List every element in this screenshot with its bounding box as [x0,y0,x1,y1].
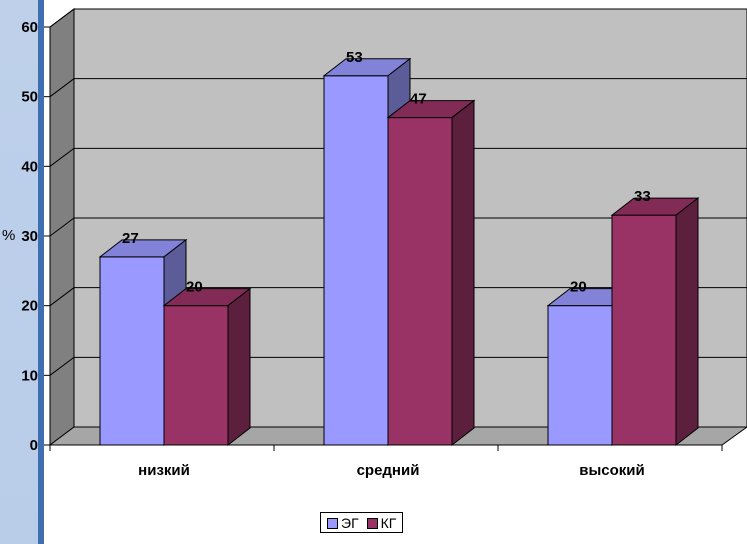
y-tick-label: 30 [21,228,38,245]
y-tick-label: 50 [21,89,38,106]
bar-front [163,305,229,446]
gridline [49,356,747,376]
legend-swatch-series-2 [366,517,378,529]
bar-side [227,287,251,447]
legend-label-series-1: ЭГ [341,515,359,531]
gridline [49,78,747,98]
data-labels: 27 20 53 47 20 33 [122,49,651,296]
data-label: 33 [634,188,651,205]
gridline [49,147,747,167]
legend-label-series-2: КГ [380,515,397,531]
x-tick-label: средний [357,462,420,479]
bar [610,197,700,447]
data-label: 20 [186,279,203,296]
gridlines [49,8,747,376]
data-label: 47 [410,91,427,108]
x-tick-label: низкий [138,462,190,479]
legend-item-series-1: ЭГ [327,515,359,531]
legend-swatch-series-1 [327,517,338,529]
y-tick-label: 20 [21,298,38,315]
bar-front [99,256,165,446]
y-tick-label: 40 [21,158,38,175]
legend-item-series-2: КГ [366,515,397,531]
gridline [49,8,747,28]
y-tick-label: 0 [30,437,38,454]
gridline [49,287,747,307]
data-label: 20 [570,279,587,296]
legend: ЭГ КГ [320,512,404,533]
left-decor-line [38,0,44,544]
bar-side [451,99,475,447]
data-label: 53 [346,49,363,66]
bars [98,57,700,447]
x-tick-label: высокий [579,462,645,479]
gridline [49,217,747,237]
bar-front [611,214,677,446]
y-axis-label: % [2,227,15,244]
bar-front [387,117,453,446]
bar-front [323,75,389,446]
y-axis: 0 10 20 30 40 50 60% [2,19,51,454]
y-tick-label: 10 [21,367,38,384]
y-tick-label: 60 [21,19,38,36]
left-decor-strip [0,0,38,544]
bar-front [547,305,613,446]
x-axis: низкий средний высокий [49,444,723,479]
data-label: 27 [122,230,139,247]
bar [386,99,476,447]
bar-side [675,197,699,447]
bar [162,287,252,447]
